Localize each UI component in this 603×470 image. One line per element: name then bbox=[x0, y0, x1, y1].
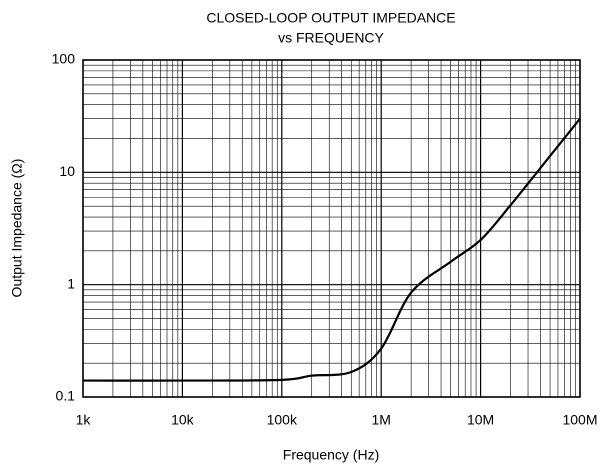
x-tick-label: 100k bbox=[267, 412, 298, 428]
x-tick-label: 1M bbox=[371, 412, 390, 428]
y-tick-label: 100 bbox=[52, 51, 76, 67]
y-axis-label: Output Impedance (Ω) bbox=[9, 159, 25, 298]
chart-title: CLOSED-LOOP OUTPUT IMPEDANCE bbox=[206, 10, 455, 26]
x-tick-label: 10M bbox=[467, 412, 494, 428]
line-series bbox=[82, 118, 581, 382]
chart-subtitle: vs FREQUENCY bbox=[278, 30, 384, 46]
x-tick-label: 10k bbox=[171, 412, 195, 428]
plot-frame bbox=[82, 59, 581, 398]
y-tick-label: 1 bbox=[67, 275, 75, 291]
x-tick-label: 1k bbox=[76, 412, 92, 428]
x-tick-label: 100M bbox=[562, 412, 597, 428]
y-tick-label: 0.1 bbox=[56, 388, 76, 404]
y-tick-label: 10 bbox=[59, 163, 75, 179]
x-axis-label: Frequency (Hz) bbox=[283, 447, 379, 463]
